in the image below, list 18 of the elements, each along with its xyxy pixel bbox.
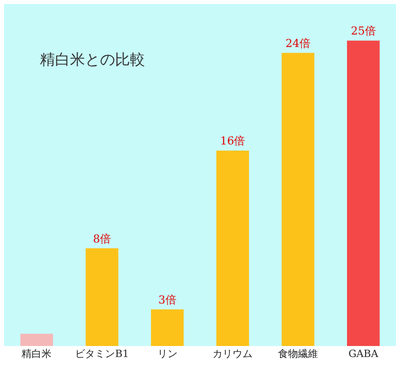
- bar: [86, 248, 118, 346]
- x-tick-label: カリウム: [212, 349, 253, 360]
- x-tick-label: ビタミンB1: [75, 349, 129, 360]
- x-tick-label: 食物繊維: [278, 348, 318, 360]
- x-tick-label: リン: [157, 349, 178, 360]
- data-label: 3倍: [158, 293, 176, 306]
- data-label: 8倍: [93, 232, 111, 246]
- x-tick-label: 精白米: [22, 348, 52, 360]
- bar: [216, 150, 249, 346]
- data-label: 24倍: [286, 36, 310, 50]
- x-tick-label: GABA: [348, 349, 379, 360]
- text: 精白米との比較: [40, 50, 145, 69]
- data-label: 16倍: [220, 134, 246, 148]
- bar: [151, 309, 184, 346]
- bar: [347, 40, 380, 346]
- data-label: 25倍: [350, 24, 376, 38]
- bar: [20, 334, 53, 346]
- bar: [282, 52, 314, 346]
